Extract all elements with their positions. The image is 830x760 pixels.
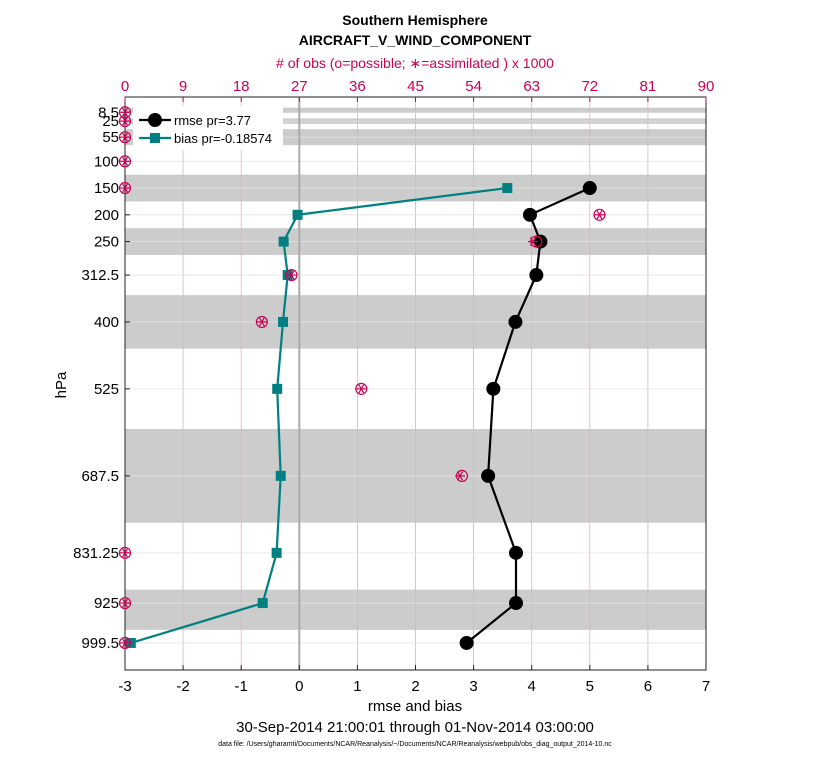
- obs-possible-point: [118, 106, 132, 119]
- legend-label: bias pr=-0.18574: [174, 131, 272, 146]
- bias-point: [278, 316, 289, 327]
- axis-ticks: -3 -2 -1 0 1 2 3 4 5 6 70 9 18 27 36 45 54 63 72 81 908.5255…: [73, 78, 714, 695]
- obs-assimilated-point: [594, 210, 605, 220]
- chart-subtitle: AIRCRAFT_V_WIND_COMPONENT: [299, 32, 532, 48]
- x-tick-label: 3: [469, 678, 477, 695]
- rmse-point: [533, 234, 548, 249]
- x-axis-label: rmse and bias: [368, 698, 462, 715]
- top-axis-label: # of obs (o=possible; ∗=assimilated ) x …: [276, 55, 554, 71]
- x-tick-label: -2: [176, 678, 189, 695]
- footnote: data file: /Users/gharamti/Documents/NCA…: [218, 741, 612, 748]
- y-tick-label: 150: [94, 180, 119, 197]
- obs-assimilated-point: [120, 183, 130, 193]
- obs-assimilated-point: [120, 116, 130, 126]
- obs-possible-point: [593, 208, 606, 221]
- top-tick-label: 45: [407, 78, 424, 95]
- top-tick-label: 81: [640, 78, 657, 95]
- rmse-point: [508, 314, 523, 329]
- obs-assimilated-point: [455, 471, 466, 481]
- legend-label: rmse pr=3.77: [174, 113, 251, 128]
- bias-point: [272, 383, 283, 394]
- x-tick-label: 1: [353, 678, 361, 695]
- y-tick-label: 250: [94, 234, 119, 251]
- chart-title: Southern Hemisphere: [342, 12, 488, 28]
- rmse-point: [486, 381, 501, 396]
- obs-possible-point: [118, 636, 132, 650]
- x-tick-label: 7: [702, 678, 710, 695]
- y-axis-label: hPa: [53, 371, 70, 398]
- y-tick-label: 312.5: [81, 267, 119, 284]
- legend-marker: [148, 113, 162, 127]
- obs-possible-point: [118, 596, 132, 610]
- obs-assimilated-point: [120, 548, 130, 558]
- obs-possible-point: [255, 315, 268, 329]
- rmse-point: [529, 268, 544, 283]
- rmse-point: [509, 596, 524, 611]
- rmse-point: [459, 635, 474, 650]
- y-tick-label: 999.5: [81, 635, 119, 652]
- y-tick-label: 8.5: [98, 104, 119, 121]
- top-tick-label: 0: [121, 78, 129, 95]
- y-tick-label: 525: [94, 381, 119, 398]
- obs-assimilated-point: [527, 236, 538, 247]
- series-line: [465, 186, 591, 644]
- obs-possible-point: [118, 155, 132, 168]
- x-tick-label: -1: [235, 678, 248, 695]
- legend: rmse pr=3.77 bias pr=-0.18574: [133, 106, 283, 150]
- obs-layer: [118, 106, 606, 650]
- x-tick-label: -3: [118, 678, 131, 695]
- x-tick-label: 2: [411, 678, 419, 695]
- rmse-point: [582, 181, 597, 196]
- obs-possible-point: [285, 268, 298, 282]
- date-range: 30-Sep-2014 21:00:01 through 01-Nov-2014…: [236, 719, 594, 736]
- obs-possible-point: [118, 114, 132, 128]
- obs-assimilated-point: [256, 317, 267, 327]
- bias-point: [257, 598, 268, 609]
- obs-possible-point: [355, 382, 368, 395]
- bias-point: [502, 183, 513, 194]
- rmse-point: [522, 207, 537, 222]
- bias-point: [271, 547, 282, 558]
- x-tick-label: 6: [644, 678, 652, 695]
- top-tick-label: 63: [523, 78, 540, 95]
- obs-assimilated-point: [120, 598, 130, 608]
- legend-marker: [150, 133, 160, 143]
- y-tick-label: 55: [102, 129, 119, 146]
- top-tick-label: 9: [179, 78, 187, 95]
- y-tick-label: 400: [94, 314, 119, 331]
- bias-point: [278, 236, 289, 247]
- bias-point: [275, 470, 286, 481]
- obs-possible-point: [118, 131, 132, 144]
- obs-assimilated-point: [286, 270, 297, 280]
- x-tick-label: 5: [586, 678, 594, 695]
- y-tick-label: 200: [94, 207, 119, 224]
- obs-possible-point: [118, 546, 132, 559]
- top-tick-label: 36: [349, 78, 366, 95]
- rmse-point: [509, 545, 524, 560]
- y-tick-label: 687.5: [81, 468, 119, 485]
- obs-possible-point: [118, 181, 132, 195]
- y-tick-label: 25: [102, 113, 119, 130]
- y-tick-label: 925: [94, 595, 119, 612]
- top-tick-label: 90: [698, 78, 715, 95]
- obs-assimilated-point: [120, 638, 130, 648]
- obs-assimilated-point: [356, 384, 367, 394]
- series-layer: [125, 181, 597, 650]
- top-tick-label: 72: [581, 78, 598, 95]
- top-tick-label: 18: [233, 78, 250, 95]
- y-tick-label: 100: [94, 153, 119, 170]
- obs-assimilated-point: [120, 156, 130, 166]
- top-tick-label: 27: [291, 78, 308, 95]
- x-tick-label: 4: [528, 678, 536, 695]
- obs-assimilated-point: [120, 132, 130, 142]
- bias-point: [292, 209, 303, 220]
- rmse-point: [481, 468, 496, 483]
- obs-assimilated-point: [120, 107, 130, 117]
- x-tick-label: 0: [295, 678, 303, 695]
- top-tick-label: 54: [465, 78, 482, 95]
- series-line: [130, 186, 508, 645]
- y-tick-label: 831.25: [73, 545, 119, 562]
